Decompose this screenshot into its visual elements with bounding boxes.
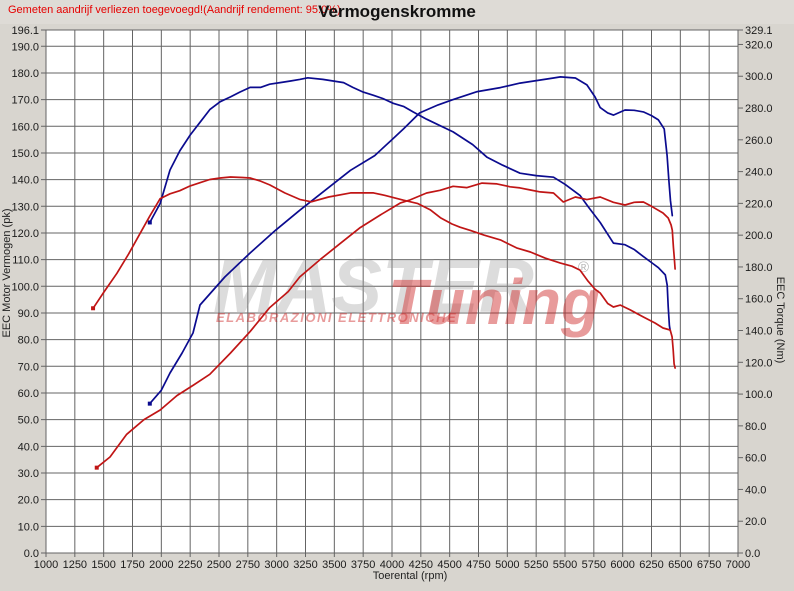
- y-right-tick-label: 300.0: [745, 71, 773, 83]
- x-tick-label: 4000: [380, 559, 404, 571]
- y-right-tick-label: 220.0: [745, 198, 773, 210]
- y-left-tick-label: 80.0: [18, 335, 39, 347]
- y-left-tick-label: 30.0: [18, 468, 39, 480]
- y-right-tick-label: 160.0: [745, 294, 773, 306]
- y-right-tick-label: 329.1: [745, 25, 773, 37]
- y-right-tick-label: 320.0: [745, 39, 773, 51]
- y-left-tick-label: 180.0: [11, 68, 39, 80]
- x-tick-label: 1250: [63, 559, 87, 571]
- y-right-tick-label: 20.0: [745, 516, 766, 528]
- y-left-tick-label: 190.0: [11, 41, 39, 53]
- y-left-tick-label: 150.0: [11, 148, 39, 160]
- x-tick-label: 6000: [610, 559, 634, 571]
- curve-tuned-power-pk: [148, 76, 674, 405]
- y-right-tick-label: 40.0: [745, 484, 766, 496]
- y-left-tick-label: 120.0: [11, 228, 39, 240]
- y-left-tick-label: 50.0: [18, 415, 39, 427]
- y-right-tick-label: 200.0: [745, 230, 773, 242]
- x-tick-label: 2750: [236, 559, 260, 571]
- curve-start-marker-tuned-torque-nm: [147, 220, 152, 225]
- x-tick-label: 2000: [149, 559, 173, 571]
- x-tick-label: 5000: [495, 559, 519, 571]
- x-tick-label: 5750: [582, 559, 606, 571]
- y-left-tick-label: 100.0: [11, 281, 39, 293]
- x-tick-label: 7000: [726, 559, 750, 571]
- y-left-tick-label: 70.0: [18, 361, 39, 373]
- x-tick-label: 3750: [351, 559, 375, 571]
- x-tick-label: 6750: [697, 559, 721, 571]
- y-left-tick-label: 0.0: [24, 548, 39, 560]
- x-tick-label: 1500: [91, 559, 115, 571]
- y-left-tick-label: 20.0: [18, 495, 39, 507]
- y-right-tick-label: 80.0: [745, 421, 766, 433]
- curve-original-power-pk: [95, 182, 676, 469]
- y-left-tick-label: 140.0: [11, 175, 39, 187]
- watermark-master-text: MASTER: [213, 244, 534, 329]
- y-right-tick-label: 60.0: [745, 453, 766, 465]
- axis-tick-labels: 1000 1250 1500 1750 2000 2250 2500 2750 3000 3250…: [11, 25, 772, 571]
- curve-start-marker-original-power-pk: [94, 465, 99, 470]
- x-tick-label: 1750: [120, 559, 144, 571]
- title-bar: [0, 0, 794, 24]
- registered-trademark-icon: ®: [578, 259, 589, 276]
- y-right-tick-label: 280.0: [745, 103, 773, 115]
- x-tick-label: 3500: [322, 559, 346, 571]
- x-tick-label: 3000: [264, 559, 288, 571]
- curve-original-torque-nm: [92, 176, 676, 369]
- y-right-tick-label: 180.0: [745, 262, 773, 274]
- y-right-tick-label: 120.0: [745, 357, 773, 369]
- dyno-curves: [91, 76, 676, 470]
- grid-lines: [41, 29, 743, 557]
- y-left-tick-label: 90.0: [18, 308, 39, 320]
- y-right-tick-label: 260.0: [745, 135, 773, 147]
- watermark-tuning-text: Tuning: [388, 266, 600, 338]
- y-left-tick-label: 40.0: [18, 441, 39, 453]
- y-left-tick-label: 10.0: [18, 521, 39, 533]
- x-tick-label: 6500: [668, 559, 692, 571]
- y-right-tick-label: 0.0: [745, 548, 760, 560]
- y-left-tick-label: 110.0: [12, 255, 39, 267]
- x-tick-label: 5500: [553, 559, 577, 571]
- x-tick-label: 5250: [524, 559, 548, 571]
- x-tick-label: 6250: [639, 559, 663, 571]
- curve-tuned-torque-nm: [148, 76, 672, 332]
- curve-start-marker-tuned-power-pk: [147, 401, 152, 406]
- x-tick-label: 2500: [207, 559, 231, 571]
- watermark: MASTER ELABORAZIONI ELETTRONICHE Tuning …: [213, 244, 600, 338]
- x-tick-label: 4500: [437, 559, 461, 571]
- x-tick-label: 1000: [34, 559, 58, 571]
- curve-start-marker-original-torque-nm: [91, 306, 96, 311]
- y-right-tick-label: 100.0: [745, 389, 773, 401]
- x-tick-label: 4250: [409, 559, 433, 571]
- y-left-tick-label: 170.0: [11, 95, 39, 107]
- y-left-tick-label: 196.1: [11, 25, 39, 37]
- y-right-tick-label: 240.0: [745, 167, 773, 179]
- x-tick-label: 3250: [293, 559, 317, 571]
- y-left-tick-label: 160.0: [11, 121, 39, 133]
- x-tick-label: 2250: [178, 559, 202, 571]
- watermark-subtext: ELABORAZIONI ELETTRONICHE: [216, 310, 457, 325]
- plot-border: [45, 29, 739, 554]
- y-left-tick-label: 130.0: [11, 201, 39, 213]
- x-tick-label: 4750: [466, 559, 490, 571]
- y-left-tick-label: 60.0: [18, 388, 39, 400]
- y-right-tick-label: 140.0: [745, 326, 773, 338]
